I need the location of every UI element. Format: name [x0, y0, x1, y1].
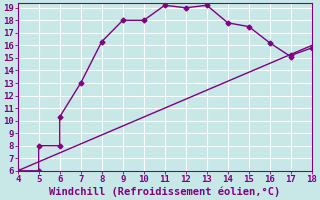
- X-axis label: Windchill (Refroidissement éolien,°C): Windchill (Refroidissement éolien,°C): [49, 187, 280, 197]
